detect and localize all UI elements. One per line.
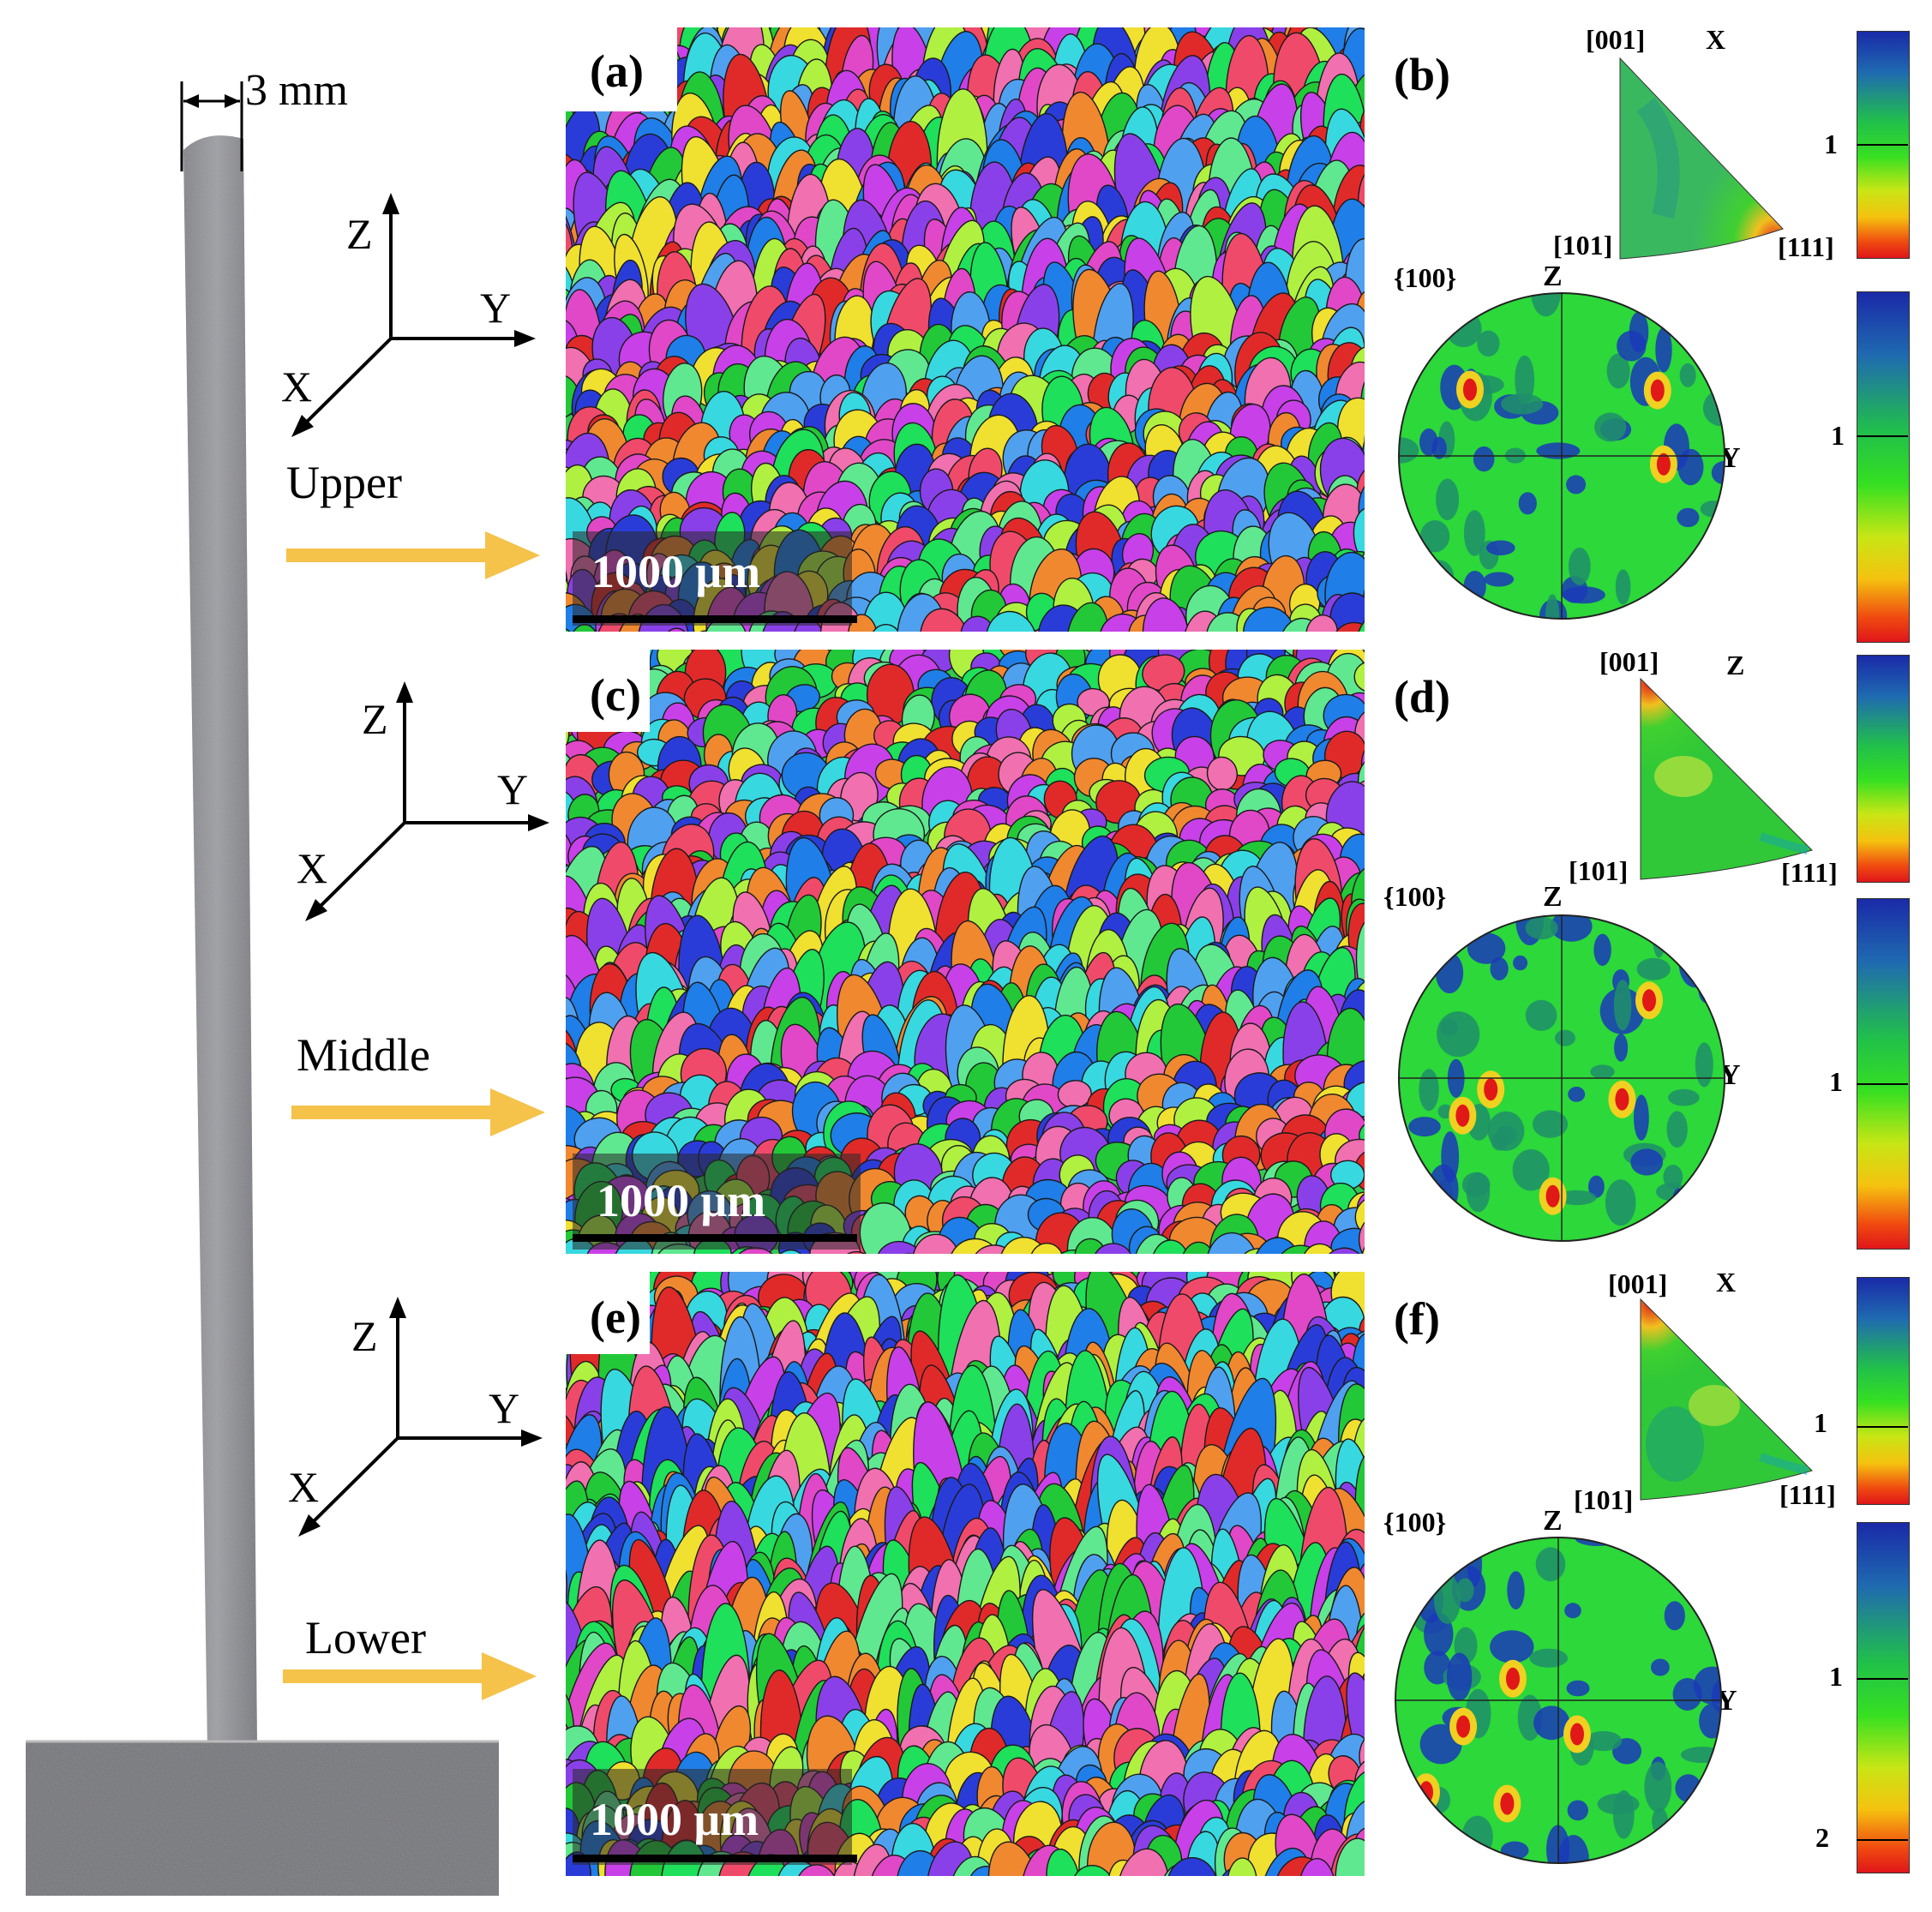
panel-label-b: (b) bbox=[1394, 49, 1450, 100]
ebsd-map-middle bbox=[566, 650, 1365, 1254]
ipf-triangle-d bbox=[1640, 677, 1813, 880]
ipf-corner-111-d: [111] bbox=[1781, 857, 1838, 888]
ipf-direction-b: X bbox=[1706, 24, 1726, 55]
scale-label-e: 1000 μm bbox=[590, 1794, 759, 1845]
ipf-corner-001-f: [001] bbox=[1608, 1268, 1668, 1299]
scale-box-c bbox=[573, 1154, 861, 1250]
axis-z-upper: Z bbox=[346, 210, 373, 258]
ipf-corner-001-d: [001] bbox=[1599, 646, 1659, 677]
pf-family-b: {100} bbox=[1394, 262, 1457, 293]
ipf-triangle-b bbox=[1619, 57, 1784, 260]
pf-family-f: {100} bbox=[1383, 1507, 1447, 1537]
ipf-colorbar-tick-b bbox=[1857, 144, 1908, 146]
ipf-corner-111-b: [111] bbox=[1778, 231, 1834, 262]
position-arrows bbox=[283, 531, 545, 1700]
ebsd-map-lower bbox=[566, 1272, 1365, 1876]
pole-figure-f bbox=[1395, 1537, 1722, 1864]
position-lower: Lower bbox=[305, 1612, 426, 1663]
panel-label-c: (c) bbox=[590, 669, 641, 721]
axis-x-upper: X bbox=[281, 363, 313, 411]
axes-middle bbox=[305, 681, 549, 921]
ipf-corner-101-f: [101] bbox=[1574, 1484, 1634, 1515]
pf-colorbar-d bbox=[1857, 898, 1910, 1250]
pole-figure-d bbox=[1398, 914, 1725, 1242]
ipf-triangle-f bbox=[1640, 1298, 1813, 1501]
axis-x-lower: X bbox=[288, 1463, 320, 1511]
position-middle: Middle bbox=[297, 1029, 430, 1081]
pf-colorbar-b bbox=[1857, 291, 1910, 643]
ipf-corner-001-b: [001] bbox=[1586, 24, 1646, 55]
scale-box-e bbox=[573, 1769, 852, 1865]
scale-box-a bbox=[573, 531, 852, 626]
ipf-corner-111-f: [111] bbox=[1779, 1479, 1836, 1510]
ipf-colorbar-tick-f bbox=[1857, 1426, 1908, 1428]
pf-colorbar-tick-b bbox=[1857, 435, 1908, 437]
pf-colorbar-tick-d bbox=[1857, 1083, 1908, 1085]
sample-photo bbox=[26, 81, 499, 1896]
pf-top-b: Z bbox=[1543, 261, 1563, 292]
pf-colorbar-tick-f-2 bbox=[1857, 1839, 1908, 1841]
axis-z-middle: Z bbox=[362, 695, 388, 743]
pf-colorbar-label-b: 1 bbox=[1831, 420, 1845, 451]
axes-upper bbox=[291, 193, 536, 437]
wall-width-label: 3 mm bbox=[245, 66, 348, 115]
pf-colorbar-label-d: 1 bbox=[1829, 1066, 1843, 1097]
axis-y-lower: Y bbox=[489, 1384, 520, 1432]
ipf-colorbar-f bbox=[1857, 1277, 1910, 1505]
ipf-colorbar-d bbox=[1857, 655, 1910, 883]
scale-label-c: 1000 μm bbox=[597, 1175, 766, 1226]
ipf-direction-d: Z bbox=[1726, 650, 1745, 680]
pf-colorbar-f bbox=[1857, 1522, 1910, 1873]
pf-colorbar-label-f-2: 2 bbox=[1815, 1822, 1829, 1853]
pole-figure-b bbox=[1398, 292, 1725, 620]
ipf-direction-f: X bbox=[1716, 1267, 1737, 1298]
ipf-corner-101-d: [101] bbox=[1569, 855, 1629, 886]
axis-y-middle: Y bbox=[497, 765, 529, 813]
panel-label-f: (f) bbox=[1394, 1293, 1440, 1345]
ipf-colorbar-label-f: 1 bbox=[1814, 1407, 1827, 1438]
panel-label-e: (e) bbox=[590, 1292, 641, 1343]
ipf-colorbar-label-b: 1 bbox=[1824, 129, 1838, 159]
scale-label-a: 1000 μm bbox=[591, 546, 761, 597]
pf-family-d: {100} bbox=[1383, 881, 1447, 912]
ebsd-map-upper bbox=[566, 27, 1365, 632]
axis-z-lower: Z bbox=[351, 1312, 378, 1360]
scale-bar-c bbox=[573, 1234, 857, 1242]
panel-label-a: (a) bbox=[590, 45, 644, 97]
panel-label-d: (d) bbox=[1394, 671, 1450, 722]
scale-bar-e bbox=[573, 1855, 857, 1862]
pf-top-d: Z bbox=[1543, 881, 1563, 913]
axis-x-middle: X bbox=[297, 844, 328, 892]
axis-y-upper: Y bbox=[480, 284, 512, 332]
ipf-corner-101-b: [101] bbox=[1553, 230, 1613, 261]
pf-colorbar-label-f-1: 1 bbox=[1829, 1661, 1843, 1692]
axes-lower bbox=[298, 1297, 543, 1537]
pf-colorbar-tick-f-1 bbox=[1857, 1678, 1908, 1680]
scale-bar-a bbox=[573, 615, 857, 623]
position-upper: Upper bbox=[286, 457, 402, 508]
pf-top-f: Z bbox=[1543, 1505, 1563, 1537]
